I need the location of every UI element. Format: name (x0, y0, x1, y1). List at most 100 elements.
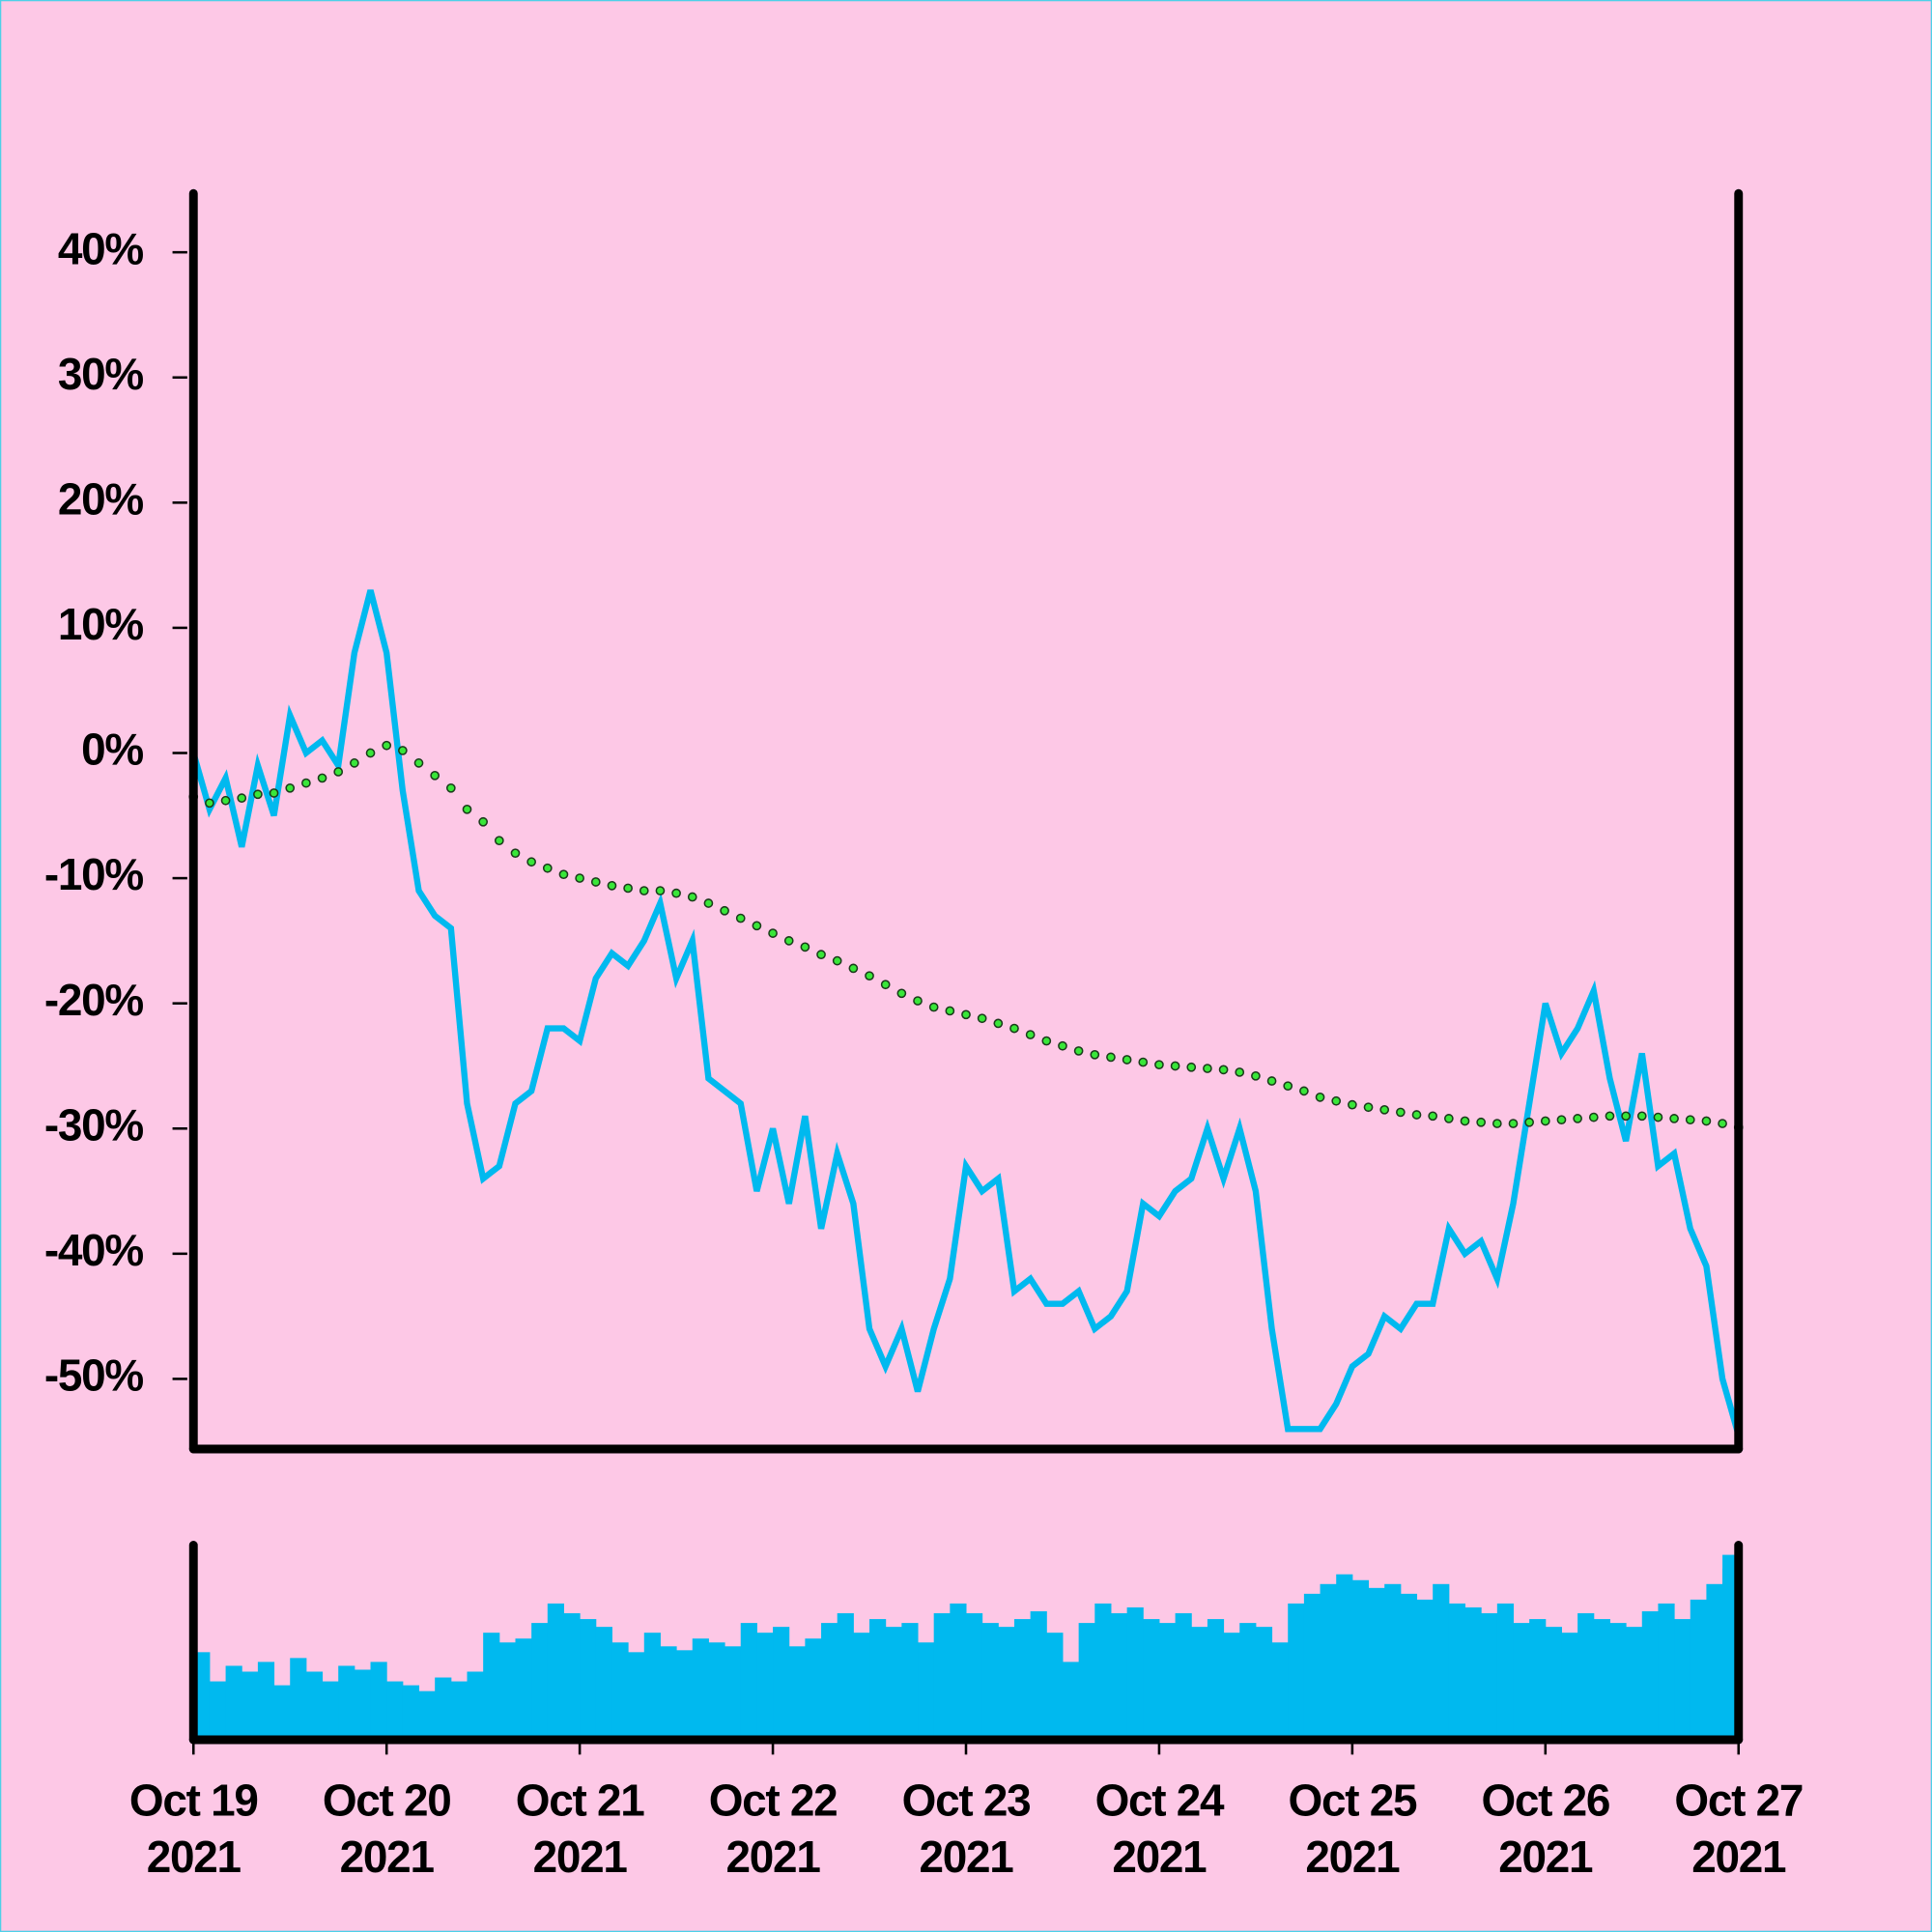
volume-bar (257, 1662, 275, 1741)
volume-bar (1207, 1619, 1225, 1741)
ma-dot (735, 913, 746, 923)
x-tick-label: Oct 19 (129, 1775, 258, 1825)
volume-bar (981, 1623, 999, 1741)
ma-dot (494, 836, 504, 846)
x-tick-label: Oct 22 (709, 1775, 838, 1825)
ma-dot (413, 758, 424, 768)
ma-dot (1331, 1095, 1342, 1106)
ma-dot (977, 1013, 987, 1024)
volume-bar (901, 1623, 919, 1741)
x-tick-label: 2021 (919, 1832, 1013, 1882)
ma-dot (445, 782, 456, 793)
volume-bar (1191, 1627, 1208, 1741)
volume-bar (1626, 1627, 1643, 1741)
volume-bar (1271, 1642, 1289, 1741)
ma-dot (816, 950, 826, 959)
volume-bar (918, 1642, 935, 1741)
ma-dot (1701, 1116, 1712, 1126)
ma-dot (1573, 1114, 1582, 1123)
ma-dot (285, 782, 296, 793)
volume-bar (1094, 1603, 1112, 1741)
volume-bar (1013, 1619, 1032, 1741)
volume-bar (1223, 1633, 1240, 1741)
volume-bar (1400, 1593, 1418, 1741)
ma-dot (961, 1009, 971, 1020)
volume-bar (322, 1681, 339, 1741)
volume-bar (1545, 1627, 1562, 1741)
ma-dot (1073, 1046, 1084, 1056)
volume-bar (580, 1619, 597, 1741)
ma-dot (832, 955, 842, 966)
ma-dot (896, 988, 907, 999)
ma-dot (800, 942, 810, 952)
ma-dot (848, 963, 859, 974)
ma-dot (623, 883, 633, 894)
ma-dot (1379, 1104, 1390, 1115)
volume-bar (418, 1690, 436, 1741)
volume-bar (643, 1633, 661, 1741)
y-tick-label: 20% (58, 473, 144, 524)
ma-dot (1588, 1112, 1599, 1122)
volume-bar (1513, 1623, 1530, 1741)
x-tick-label: Oct 21 (516, 1775, 644, 1825)
volume-bar (209, 1681, 227, 1741)
volume-bar (1336, 1574, 1353, 1741)
ma-dot (993, 1018, 1004, 1029)
ma-dot (1621, 1111, 1631, 1122)
ma-dot (865, 971, 874, 981)
ma-dot (1154, 1060, 1164, 1070)
volume-bar (933, 1613, 951, 1741)
x-tick-label: Oct 27 (1674, 1775, 1803, 1825)
volume-bar (1496, 1603, 1514, 1741)
volume-bar (692, 1638, 709, 1741)
y-tick-label: -30% (44, 1099, 144, 1150)
ma-dot (1058, 1040, 1067, 1051)
volume-bar (998, 1627, 1015, 1741)
ma-dot (1186, 1062, 1197, 1072)
volume-bar (1303, 1593, 1321, 1741)
ma-dot (945, 1006, 955, 1016)
ma-dot (1396, 1107, 1406, 1118)
volume-bar (498, 1642, 516, 1741)
ma-dot (1524, 1117, 1534, 1127)
ma-dot (1411, 1110, 1422, 1120)
volume-bar (869, 1619, 887, 1741)
ma-dot (382, 740, 392, 751)
ma-dot (768, 928, 778, 938)
volume-bar (595, 1627, 612, 1741)
ma-dot (1122, 1055, 1132, 1065)
volume-bar (563, 1613, 581, 1741)
x-tick-label: 2021 (1305, 1832, 1400, 1882)
volume-bar (1030, 1611, 1047, 1741)
y-tick-label: 30% (58, 349, 144, 399)
volume-bar (1158, 1623, 1177, 1741)
ma-dot (1170, 1061, 1180, 1071)
ma-dot (590, 877, 601, 887)
volume-bar (1641, 1611, 1659, 1741)
ma-dot (1235, 1067, 1245, 1077)
ma-dot (655, 886, 666, 895)
volume-bar (611, 1642, 629, 1741)
ma-dot (253, 789, 263, 800)
volume-bar (805, 1638, 822, 1741)
volume-bar (290, 1658, 307, 1741)
x-tick-label: 2021 (1498, 1832, 1593, 1882)
volume-bar (242, 1671, 259, 1741)
ma-dot (671, 888, 681, 898)
y-tick-label: -10% (44, 849, 144, 899)
x-tick-label: 2021 (1691, 1832, 1786, 1882)
volume-bar (1239, 1623, 1257, 1741)
ma-dot (237, 793, 247, 804)
ma-dot (1299, 1086, 1309, 1096)
volume-bar (724, 1646, 742, 1741)
ma-dot (1653, 1112, 1663, 1122)
volume-bar (1351, 1579, 1370, 1741)
volume-bar (1690, 1599, 1707, 1741)
ma-dot (1508, 1119, 1519, 1128)
volume-bar (547, 1603, 564, 1741)
ma-dot (1090, 1049, 1100, 1060)
plot-area (188, 589, 1744, 1741)
ma-dot (1460, 1116, 1470, 1126)
ma-dot (703, 898, 714, 908)
ma-dot (1251, 1070, 1261, 1081)
